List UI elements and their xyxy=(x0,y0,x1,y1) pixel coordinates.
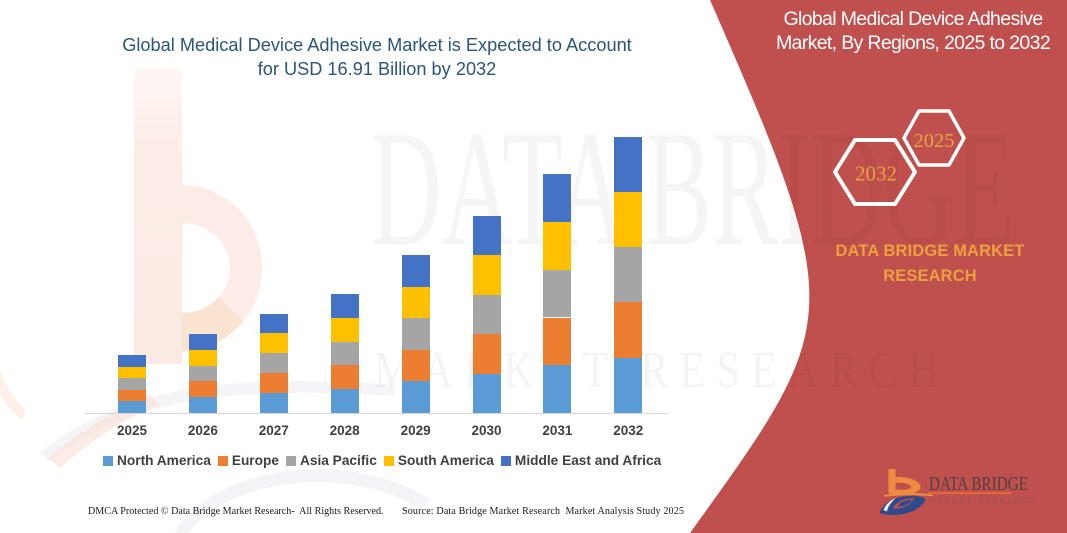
svg-text:2032: 2032 xyxy=(855,162,897,186)
svg-text:MARKET RESEARCH: MARKET RESEARCH xyxy=(929,497,1037,506)
svg-text:2025: 2025 xyxy=(914,130,955,152)
svg-text:DATA BRIDGE: DATA BRIDGE xyxy=(929,474,1028,495)
